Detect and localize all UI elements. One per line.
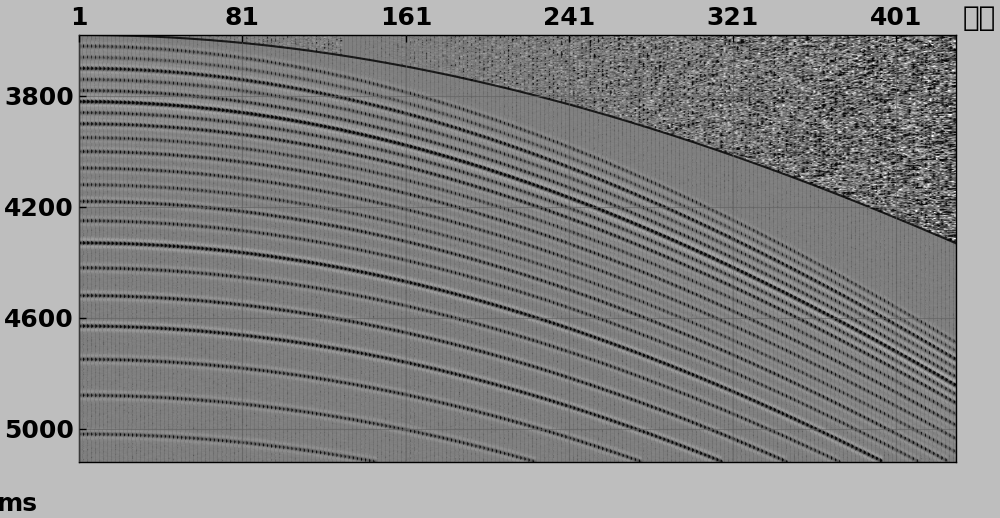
Text: 道号: 道号 [963,4,996,32]
Text: ms: ms [0,492,38,516]
